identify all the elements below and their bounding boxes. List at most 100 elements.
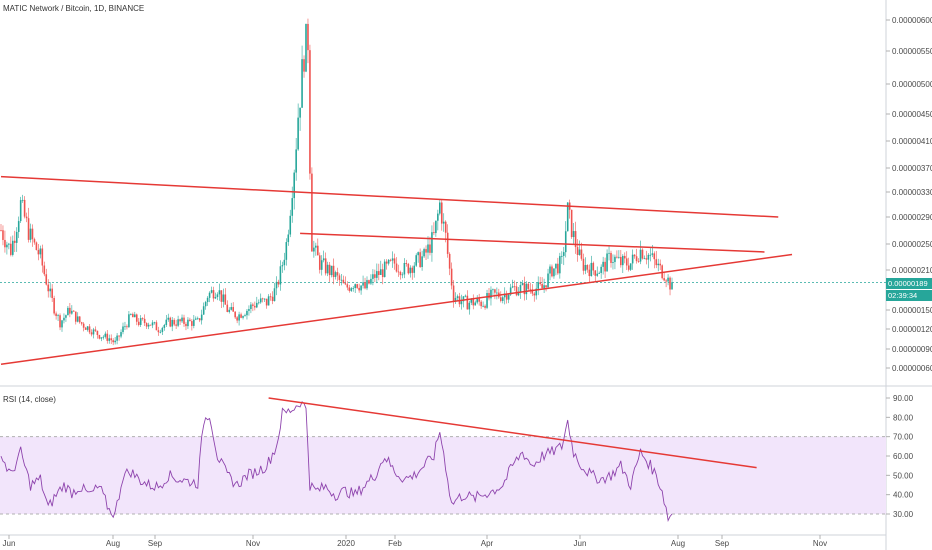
candle-body	[592, 262, 595, 271]
candle-body	[431, 232, 433, 253]
candle-body	[161, 327, 164, 332]
candle-body	[313, 247, 315, 252]
candle-body	[478, 298, 480, 302]
candle-body	[137, 321, 140, 325]
candle-body	[401, 274, 404, 276]
candle-body	[86, 326, 89, 330]
candle-body	[326, 264, 329, 274]
candle-body	[610, 252, 612, 263]
candle-body	[27, 218, 30, 240]
candle-body	[19, 200, 22, 222]
price-tick-label: 0.00000150	[892, 306, 932, 315]
rsi-tick-label: 80.00	[893, 413, 914, 422]
candle-body	[273, 288, 276, 302]
candle-body	[521, 283, 524, 286]
candle-body	[598, 272, 600, 274]
rsi-title[interactable]: RSI (14, close)	[3, 395, 56, 404]
candle-body	[647, 254, 650, 260]
candle-body	[114, 340, 116, 343]
candle-body	[639, 249, 642, 262]
candle-body	[149, 324, 152, 326]
candle-body	[39, 248, 42, 255]
candle-body	[507, 294, 510, 300]
candle-body	[470, 298, 473, 303]
candle-body	[515, 286, 518, 296]
candle-body	[594, 270, 597, 276]
candle-body	[309, 50, 311, 174]
candle-body	[130, 314, 132, 315]
candle-body	[399, 272, 402, 276]
candle-body	[47, 284, 50, 292]
candle-body	[533, 293, 536, 296]
candle-body	[452, 285, 455, 301]
candle-body	[315, 245, 317, 248]
candle-body	[381, 269, 384, 278]
candle-body	[582, 258, 585, 271]
price-tick-label: 0.00000550	[892, 47, 932, 56]
trendlines[interactable]	[0, 175, 793, 469]
candle-body	[25, 216, 28, 219]
candle-body	[608, 252, 610, 254]
candle-body	[616, 256, 618, 258]
candle-body	[606, 253, 608, 272]
candle-body	[645, 258, 648, 260]
candle-body	[446, 232, 449, 254]
candle-body	[145, 323, 148, 327]
symbol-title[interactable]: MATIC Network / Bitcoin, 1D, BINANCE	[3, 4, 145, 13]
candle-body	[334, 272, 337, 278]
candle-body	[100, 337, 103, 339]
candle-body	[460, 301, 463, 305]
price-tick-label: 0.00000500	[892, 80, 932, 89]
candle-body	[82, 323, 85, 328]
candle-body	[661, 265, 663, 279]
candle-body	[222, 294, 225, 302]
candle-body	[397, 271, 400, 273]
candle-body	[163, 324, 166, 328]
candle-body	[238, 314, 240, 321]
candle-body	[80, 322, 83, 324]
candle-body	[122, 326, 124, 333]
candle-body	[139, 318, 142, 325]
candle-body	[55, 313, 57, 317]
candle-body	[366, 280, 368, 289]
candle-body	[311, 173, 313, 252]
candle-body	[433, 232, 435, 234]
candle-body	[385, 261, 388, 264]
candle-body	[439, 202, 441, 214]
candle-body	[555, 263, 557, 269]
candle-body	[391, 258, 394, 261]
candle-body	[332, 265, 335, 278]
candle-body	[612, 262, 614, 263]
candle-body	[448, 253, 451, 269]
candle-body	[570, 209, 573, 238]
candle-body	[549, 266, 551, 274]
candle-body	[281, 265, 284, 267]
candle-body	[490, 289, 492, 299]
candle-body	[574, 231, 577, 248]
candle-body	[202, 306, 205, 315]
candle-body	[486, 293, 488, 308]
candle-body	[67, 307, 69, 316]
candle-body	[118, 335, 120, 337]
candle-body	[73, 310, 75, 312]
candle-body	[395, 263, 398, 272]
candle-body	[671, 282, 673, 290]
candle-body	[539, 282, 541, 285]
candle-body	[49, 288, 51, 292]
candle-body	[604, 261, 606, 272]
candle-body	[45, 274, 48, 285]
candle-body	[444, 221, 447, 233]
candles	[0, 18, 673, 346]
candle-body	[557, 263, 559, 274]
candle-body	[429, 244, 431, 253]
candle-body	[185, 323, 187, 327]
candle-body	[303, 59, 305, 72]
candle-body	[283, 259, 286, 266]
rsi-line	[0, 401, 673, 523]
candle-body	[330, 265, 333, 276]
candle-body	[173, 319, 175, 325]
candle-body	[403, 262, 406, 275]
candle-body	[379, 269, 382, 275]
